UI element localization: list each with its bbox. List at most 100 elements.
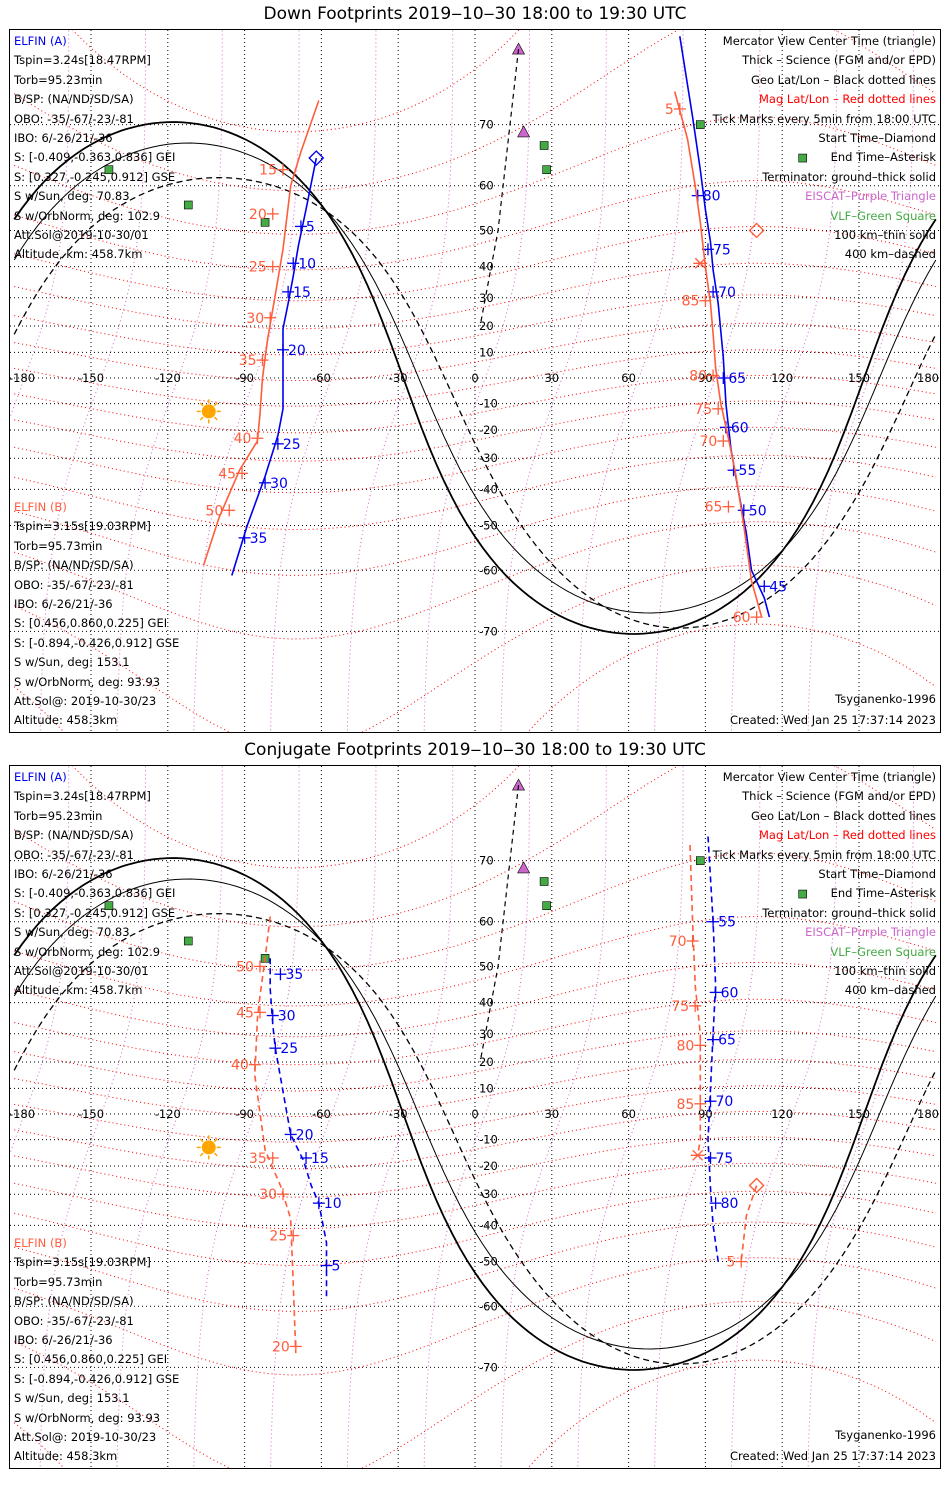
- legend-entry: EISCAT–Purple Triangle: [805, 925, 936, 940]
- lat-tick-label: 20: [479, 1055, 494, 1069]
- mag-latitude-line: [13, 564, 936, 732]
- lat-tick-label: 10: [479, 345, 494, 359]
- vlf-station-icon: [183, 936, 193, 946]
- vlf-station-icon: [542, 165, 551, 174]
- elfin-a-info-line: B/SP: (NA/ND/SD/SA): [14, 92, 134, 107]
- legend-entry: Mercator View Center Time (triangle): [722, 770, 936, 784]
- track-tick-label: 10: [298, 256, 316, 272]
- elfin-b-info-line: Att.Sol@: 2019-10-30/23: [14, 694, 157, 709]
- mag-latitude-line: [13, 623, 937, 732]
- vlf-station-icon: [798, 889, 807, 899]
- lat-tick-label: 70: [479, 118, 494, 132]
- elfin-b-info-line: B/SP: (NA/ND/SD/SA): [14, 558, 134, 573]
- elfin-a-info-line: Altitude, km: 458.7km: [14, 983, 143, 998]
- sun-ray: [199, 1138, 204, 1143]
- lat-tick-label: -60: [479, 563, 498, 577]
- footprint-track: [231, 157, 318, 576]
- sun-icon: [201, 1140, 216, 1155]
- sun-icon: [201, 404, 216, 419]
- elfin-a-heading: ELFIN (A): [14, 34, 67, 48]
- track-tick-label: 60: [733, 610, 751, 626]
- elfin-a-info-line: S: [-0.409,-0.363,0.836] GEI: [14, 150, 176, 165]
- lat-tick-label: -10: [479, 1133, 498, 1147]
- elfin-b-info-line: Att.Sol@: 2019-10-30/23: [14, 1430, 157, 1445]
- track-tick-label: 20: [249, 207, 267, 223]
- mag-latitude-line: [13, 1359, 937, 1468]
- mag-longitude-line: [346, 30, 454, 732]
- lat-tick-label: 60: [479, 179, 494, 193]
- lat-tick-label: -10: [479, 397, 498, 411]
- track-tick-label: 45: [769, 579, 787, 595]
- lat-tick-label: -70: [479, 624, 498, 638]
- terminator-100km: [13, 878, 937, 1350]
- footprint-track: [673, 91, 763, 618]
- elfin-b-info-line: B/SP: (NA/ND/SD/SA): [14, 1294, 134, 1309]
- track-tick-label: 35: [249, 1151, 267, 1167]
- mag-latitude-line: [14, 262, 936, 330]
- mag-longitude-line: [346, 766, 454, 1468]
- elfin-b-heading: ELFIN (B): [14, 500, 67, 514]
- elfin-b-info-line: IBO: 6/-26/21/-36: [14, 1333, 113, 1348]
- sun-ray: [213, 402, 218, 407]
- terminator-400km: [13, 176, 937, 629]
- track-tick-label: 35: [250, 531, 268, 547]
- mag-longitude-line: [39, 766, 146, 1468]
- elfin-b-heading: ELFIN (B): [14, 1236, 67, 1250]
- mag-latitude-line: [14, 1221, 936, 1312]
- legend-entry: Start Time–Diamond: [818, 867, 936, 882]
- panel-1-title: Down Footprints 2019‒10‒30 18:00 to 19:3…: [263, 4, 687, 24]
- lat-tick-label: -60: [479, 1299, 498, 1313]
- legend-entry: 400 km–dashed: [844, 983, 936, 998]
- elfin-b-info-line: Altitude: 458.3km: [14, 713, 118, 728]
- track-tick-label: 75: [694, 402, 712, 418]
- lat-tick-label: 50: [479, 959, 494, 973]
- elfin-b-info-line: S w/Sun, deg: 153.1: [14, 1391, 130, 1406]
- end-time-asterisk: [693, 257, 708, 269]
- lat-tick-label: -50: [479, 519, 498, 533]
- track-tick-label: 65: [728, 371, 746, 387]
- footprint-track: [689, 844, 702, 1156]
- lat-tick-label: -50: [479, 1255, 498, 1269]
- lon-tick-label: 120: [771, 371, 793, 385]
- track-tick-label: 85: [676, 1097, 694, 1113]
- mag-latitude-line: [71, 30, 520, 133]
- elfin-b-info-line: Tspin=3.15s[19.03RPM]: [14, 519, 151, 534]
- elfin-a-heading: ELFIN (A): [14, 770, 67, 784]
- lon-tick-label: -180: [10, 371, 35, 385]
- view-center-trace: [479, 785, 520, 1063]
- mag-latitude-line: [14, 1190, 936, 1266]
- legend-entry: EISCAT–Purple Triangle: [805, 189, 936, 204]
- track-tick-label: 15: [259, 163, 277, 179]
- elfin-a-info-line: S w/Sun, deg: 70.83: [14, 925, 130, 940]
- elfin-a-info-line: Tspin=3.24s[18.47RPM]: [14, 789, 151, 804]
- lat-tick-label: 60: [479, 915, 494, 929]
- track-tick-label: 20: [272, 1339, 290, 1355]
- mag-latitude-line: [14, 322, 936, 381]
- sun-ray: [199, 1152, 204, 1157]
- elfin-a-info: ELFIN (A) Tspin=3.24s[18.47RPM] Torb=95.23…: [14, 768, 175, 1001]
- track-tick-label: 25: [269, 1229, 287, 1245]
- conjugate-footprints-panel: -180 -150 -120 -90 -60 -30 0 30 60 90 120 150 180 70 6…: [9, 765, 941, 1469]
- mag-longitude-line: [730, 30, 838, 732]
- lon-tick-label: 90: [698, 371, 713, 385]
- elfin-a-info-line: Att.Sol@2019-10-30/01: [14, 228, 149, 243]
- track-tick-label: 10: [324, 1196, 342, 1212]
- mag-latitude-line: [14, 226, 936, 302]
- elfin-b-info-line: S: [0.456,0.860,0.225] GEI: [14, 1352, 168, 1367]
- elfin-a-info-line: OBO: -35/-67/-23/-81: [14, 847, 134, 862]
- footprint-track: [202, 100, 320, 566]
- elfin-b-info: ELFIN (B) Tspin=3.15s[19.03RPM] Torb=95.73…: [14, 1234, 179, 1467]
- lon-tick-label: -120: [155, 1107, 181, 1121]
- legend-entry: Geo Lat/Lon – Black dotted lines: [750, 72, 936, 87]
- lat-tick-label: 10: [479, 1081, 494, 1095]
- mag-longitude-line: [500, 30, 607, 732]
- lon-tick-label: -30: [389, 1107, 408, 1121]
- sun-ray: [199, 416, 204, 421]
- mag-latitude-line: [14, 375, 936, 434]
- footprint-track: [707, 836, 719, 1262]
- legend-entry: Terminator: ground–thick solid: [762, 905, 936, 920]
- elfin-b-info-line: Torb=95.73min: [14, 538, 103, 553]
- track-tick-label: 15: [293, 285, 311, 301]
- model-label: Tsyganenko-1996: [835, 692, 936, 706]
- mag-longitude-line: [193, 766, 300, 1468]
